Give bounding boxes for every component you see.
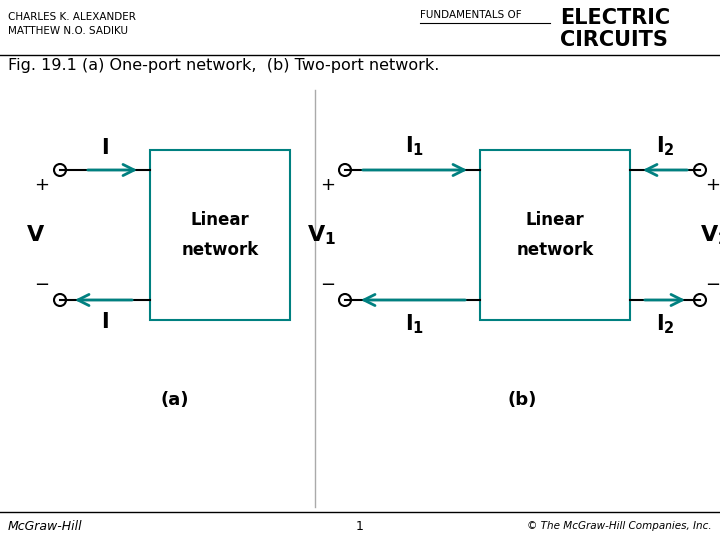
Text: $\mathbf{V_1}$: $\mathbf{V_1}$ <box>307 223 336 247</box>
Text: −: − <box>35 276 50 294</box>
Text: McGraw-Hill: McGraw-Hill <box>8 519 83 532</box>
Text: FUNDAMENTALS OF: FUNDAMENTALS OF <box>420 10 521 20</box>
Text: Linear
network: Linear network <box>516 211 593 259</box>
Text: $\mathbf{I_1}$: $\mathbf{I_1}$ <box>405 134 425 158</box>
Text: $\mathbf{V_2}$: $\mathbf{V_2}$ <box>700 223 720 247</box>
Bar <box>480 150 630 320</box>
Text: $\mathbf{I}$: $\mathbf{I}$ <box>101 138 109 158</box>
Text: +: + <box>706 176 720 194</box>
Text: $\mathbf{I_2}$: $\mathbf{I_2}$ <box>656 134 675 158</box>
Text: $\mathbf{I_2}$: $\mathbf{I_2}$ <box>656 312 675 335</box>
Text: ELECTRIC: ELECTRIC <box>560 8 670 28</box>
Bar <box>150 150 290 320</box>
Text: CHARLES K. ALEXANDER: CHARLES K. ALEXANDER <box>8 12 136 22</box>
Text: −: − <box>706 276 720 294</box>
Text: (b): (b) <box>508 391 537 409</box>
Text: (a): (a) <box>161 391 189 409</box>
Text: $\mathbf{I_1}$: $\mathbf{I_1}$ <box>405 312 425 335</box>
Text: CIRCUITS: CIRCUITS <box>560 30 668 50</box>
Text: +: + <box>35 176 50 194</box>
Text: $\mathbf{I}$: $\mathbf{I}$ <box>101 312 109 332</box>
Text: MATTHEW N.O. SADIKU: MATTHEW N.O. SADIKU <box>8 26 128 36</box>
Text: © The McGraw-Hill Companies, Inc.: © The McGraw-Hill Companies, Inc. <box>527 521 712 531</box>
Text: $\mathbf{V}$: $\mathbf{V}$ <box>27 225 45 245</box>
Text: Linear
network: Linear network <box>181 211 258 259</box>
Text: Fig. 19.1 (a) One-port network,  (b) Two-port network.: Fig. 19.1 (a) One-port network, (b) Two-… <box>8 58 439 73</box>
Text: 1: 1 <box>356 519 364 532</box>
Text: −: − <box>320 276 336 294</box>
Text: +: + <box>320 176 336 194</box>
